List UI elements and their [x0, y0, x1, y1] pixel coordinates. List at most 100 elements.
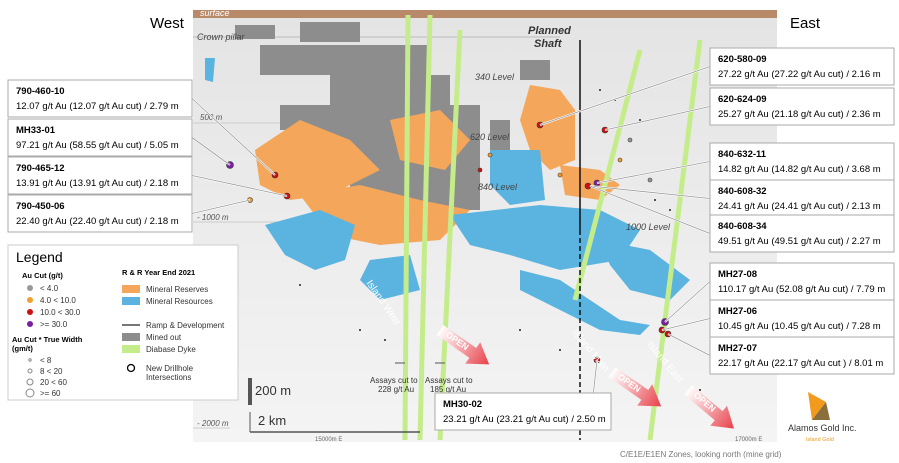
shape [437, 29, 463, 441]
shape [205, 58, 215, 82]
callout-text: 97.21 g/t Au (58.55 g/t Au cut) / 5.05 m [16, 140, 179, 151]
leader-line [596, 161, 711, 184]
shape [436, 325, 490, 365]
callout-box [7, 118, 193, 157]
shape [669, 209, 671, 211]
label: 840 Level [478, 182, 518, 192]
callout-text: 25.27 g/t Au (21.18 g/t Au cut) / 2.36 m [718, 109, 881, 120]
shape [122, 297, 140, 305]
label: 20 < 60 [40, 378, 67, 387]
shape [487, 152, 493, 158]
shape [617, 157, 623, 163]
callout-box [7, 194, 193, 233]
label: >= 60 [40, 389, 61, 398]
label: Shaft [534, 38, 563, 50]
shape [300, 22, 360, 42]
callout-box [434, 392, 612, 431]
section [193, 10, 777, 442]
callout-id: 790-460-10 [16, 86, 65, 97]
callout-box [7, 156, 193, 195]
shape [299, 284, 301, 286]
callout-text: 22.17 g/t Au (22.17 g/t Au cut ) / 8.01 … [718, 358, 883, 369]
callout-id: 840-632-11 [718, 149, 767, 160]
shape [235, 25, 275, 39]
callout-box [709, 214, 895, 253]
label: 200 m [255, 383, 291, 398]
callout-id: MH27-06 [718, 306, 757, 317]
shape [265, 210, 355, 270]
callout-text: 110.17 g/t Au (52.08 g/t Au cut) / 7.79 … [718, 284, 885, 295]
callout-box [709, 47, 895, 86]
leader-line [191, 199, 251, 214]
leader-line [589, 185, 711, 234]
shape [812, 402, 830, 420]
callout-text: 10.45 g/t Au (10.45 g/t Au cut) / 7.28 m [718, 321, 881, 332]
shape [384, 339, 386, 341]
footer: Alamos Gold Inc. Island Gold C/E1E/E1EN … [620, 392, 857, 459]
shape [402, 14, 411, 441]
label: 228 g/t Au [378, 385, 414, 394]
callout-box [709, 299, 895, 338]
label: Mineral Reserves [146, 285, 208, 294]
shape [402, 14, 703, 441]
label: - 2000 m [197, 419, 229, 428]
shape [572, 49, 643, 301]
shape [359, 329, 361, 331]
callout-id: 620-580-09 [718, 54, 767, 65]
label: - 1000 m [197, 213, 229, 222]
label: Mined out [146, 333, 182, 342]
callout-id: 620-624-09 [718, 94, 767, 105]
shape [477, 167, 483, 173]
callout-id: MH27-08 [718, 269, 757, 280]
callout-id: 790-450-06 [16, 201, 65, 212]
shape [122, 345, 140, 353]
label: Assays cut to [370, 376, 418, 385]
label: East [790, 15, 821, 32]
callout-box [709, 142, 895, 181]
leader-line [191, 98, 276, 176]
callouts: 790-460-10 12.07 g/t Au (12.07 g/t Au cut… [7, 47, 895, 431]
callout-text: 22.40 g/t Au (22.40 g/t Au cut) / 2.18 m [16, 216, 179, 227]
shape [808, 392, 826, 420]
shape [27, 321, 33, 327]
shape [26, 378, 34, 386]
callout-id: MH33-01 [16, 125, 56, 136]
callout-text: 13.91 g/t Au (13.91 g/t Au cut) / 2.18 m [16, 178, 179, 189]
callout-text: 12.07 g/t Au (12.07 g/t Au cut) / 2.79 m [16, 101, 179, 112]
label: 340 Level [475, 72, 515, 82]
label: surface [200, 8, 230, 18]
label: R & R Year End 2021 [122, 268, 195, 277]
shape [330, 75, 450, 105]
shape [684, 385, 734, 429]
label: Au Cut * True Width [12, 335, 83, 344]
leader-line [604, 106, 711, 131]
leader-line [664, 281, 711, 323]
leader-line [191, 175, 288, 197]
shape [559, 349, 561, 351]
shape [639, 119, 641, 121]
shape [27, 368, 33, 374]
leader-line [661, 318, 711, 331]
shape [28, 358, 32, 362]
shape [27, 309, 33, 315]
label: 620 Level [470, 132, 510, 142]
shape [25, 388, 35, 398]
shape [647, 39, 703, 441]
leader-line [589, 185, 711, 199]
label: < 4.0 [40, 284, 59, 293]
label: Mineral Resources [146, 297, 213, 306]
label: Legend [16, 249, 63, 265]
shape [490, 120, 510, 150]
shape [608, 367, 662, 407]
leader-line [593, 359, 598, 394]
shape [684, 385, 734, 429]
shape [654, 199, 656, 201]
callout-box [709, 336, 895, 375]
leader-line [539, 66, 711, 126]
shape [260, 45, 430, 75]
callout-id: 840-608-32 [718, 186, 767, 197]
shape [7, 244, 239, 401]
label: 4.0 < 10.0 [40, 296, 76, 305]
callout-id: MH30-02 [443, 399, 482, 410]
